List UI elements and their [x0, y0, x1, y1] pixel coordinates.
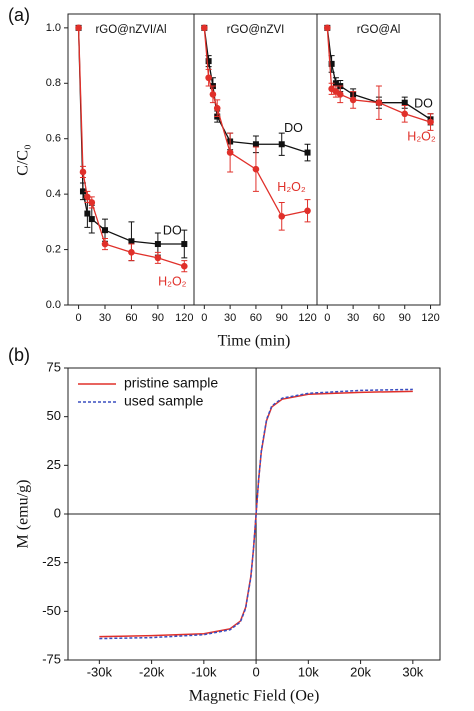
marker: [181, 241, 188, 248]
x-tick-label: 10k: [298, 664, 319, 679]
marker: [84, 193, 91, 201]
marker: [336, 91, 344, 98]
x-tick-label: 60: [250, 312, 262, 324]
x-tick-label: 0: [76, 312, 82, 324]
subplot-title: rGO@Al: [357, 24, 401, 36]
y-tick-label: 0: [54, 505, 61, 520]
marker: [401, 99, 408, 106]
y-tick-label: 0.0: [46, 299, 61, 311]
marker: [304, 149, 311, 156]
plot-frame: [67, 13, 195, 306]
marker: [209, 91, 217, 98]
series-line: [99, 390, 413, 638]
y-tick-label: 0.8: [46, 77, 61, 89]
legend-label: pristine sample: [124, 375, 218, 391]
x-tick-label: 90: [276, 312, 288, 324]
marker: [375, 99, 383, 106]
series-label: H₂O₂: [277, 180, 306, 194]
marker: [205, 74, 212, 82]
x-tick-label: 120: [175, 312, 193, 324]
marker: [328, 60, 335, 67]
y-tick-label: -50: [42, 603, 61, 618]
marker: [128, 249, 135, 256]
marker: [79, 188, 86, 195]
marker: [278, 141, 285, 148]
series-line: [77, 27, 185, 267]
x-tick-label: 30k: [402, 664, 423, 679]
marker: [332, 80, 339, 87]
plot-frame: [316, 13, 441, 306]
x-tick-label: -10k: [191, 664, 217, 679]
marker: [88, 216, 95, 223]
x-tick-label: 0: [324, 312, 330, 324]
series-line: [326, 27, 431, 120]
marker: [75, 24, 82, 32]
y-tick-label: -25: [42, 554, 61, 569]
x-tick-label: -20k: [139, 664, 165, 679]
marker: [278, 213, 286, 220]
marker: [205, 58, 212, 65]
y-tick-label: 0.4: [46, 188, 61, 200]
x-tick-label: 30: [99, 312, 111, 324]
x-tick-label: 0: [252, 664, 259, 679]
x-tick-label: 90: [152, 312, 164, 324]
marker: [252, 165, 260, 173]
panel-label: (a): [8, 5, 30, 25]
marker: [84, 210, 91, 217]
x-tick-label: 120: [298, 312, 316, 324]
y-tick-label: 1.0: [46, 22, 61, 34]
x-tick-label: 60: [125, 312, 137, 324]
x-axis-title: Time (min): [218, 333, 291, 350]
x-tick-label: 20k: [350, 664, 371, 679]
series-label: DO: [284, 121, 303, 135]
marker: [324, 24, 331, 32]
y-tick-label: 25: [47, 457, 61, 472]
marker: [102, 227, 109, 234]
series-line: [99, 388, 413, 640]
marker: [128, 238, 135, 245]
series-label: H₂O₂: [158, 274, 187, 288]
marker: [154, 241, 161, 248]
y-tick-label: 0.2: [46, 243, 61, 255]
subplot-title: rGO@nZVI/Al: [95, 24, 166, 36]
y-tick-label: 50: [47, 408, 61, 423]
subplot-title: rGO@nZVI: [227, 24, 285, 36]
x-tick-label: 30: [224, 312, 236, 324]
y-tick-label: -75: [42, 651, 61, 666]
x-tick-label: 120: [421, 312, 439, 324]
x-tick-label: 30: [347, 312, 359, 324]
marker: [79, 168, 87, 176]
series-label: DO: [414, 97, 433, 111]
marker: [349, 96, 357, 104]
x-tick-label: -30k: [87, 664, 113, 679]
series-label: H₂O₂: [407, 129, 436, 143]
marker: [252, 141, 259, 148]
y-tick-label: 75: [47, 359, 61, 374]
marker: [88, 199, 96, 206]
y-axis-title: M (emu/g): [15, 480, 32, 549]
x-tick-label: 90: [399, 312, 411, 324]
panel-label: (b): [8, 345, 30, 365]
marker: [213, 104, 221, 112]
marker: [201, 24, 208, 32]
marker: [304, 207, 311, 215]
x-tick-label: 60: [373, 312, 385, 324]
y-axis-title: C/C₀: [15, 144, 32, 175]
x-axis-title: Magnetic Field (Oe): [189, 688, 320, 705]
y-tick-label: 0.6: [46, 133, 61, 145]
marker: [427, 118, 434, 126]
marker: [226, 149, 234, 156]
x-tick-label: 0: [201, 312, 207, 324]
marker: [154, 254, 162, 262]
marker: [181, 262, 188, 270]
marker: [401, 110, 409, 118]
series-label: DO: [163, 223, 182, 237]
marker: [101, 240, 109, 248]
plot-frame: [67, 367, 441, 661]
legend-label: used sample: [124, 393, 204, 409]
